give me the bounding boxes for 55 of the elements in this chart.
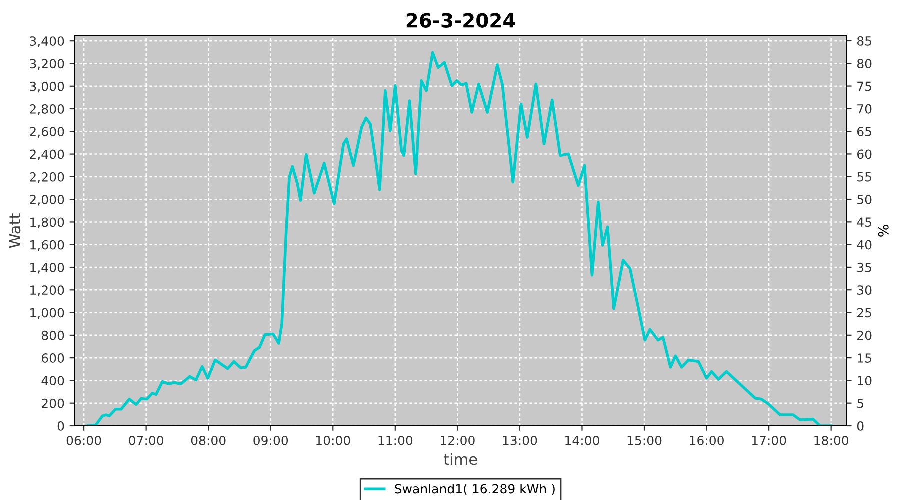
x-tick-label: 14:00	[566, 436, 600, 446]
y-tick-label: 1,800	[30, 218, 64, 228]
x-tick-label: 18:00	[814, 436, 849, 446]
y2-tick-label: 30	[858, 286, 872, 296]
x-tick-label: 13:00	[503, 436, 538, 446]
y2-tick-label: 0	[857, 421, 864, 431]
y-tick-label: 600	[42, 354, 64, 363]
y-tick-label: 1,400	[30, 262, 64, 274]
y-tick-label: 1,600	[30, 240, 64, 252]
y-tick-label: 2,000	[30, 195, 64, 206]
y-tick-label: 400	[42, 376, 64, 386]
x-axis-title: time	[444, 453, 478, 466]
y-tick-label: 2,200	[30, 172, 64, 184]
y-tick-label: 2,400	[30, 150, 64, 161]
y2-tick-label: 10	[858, 376, 872, 386]
y2-tick-label: 85	[857, 36, 872, 46]
y-tick-label: 0	[58, 421, 64, 431]
y-axis-title: Watt	[9, 214, 21, 248]
y-tick-label: 1,200	[30, 286, 64, 296]
y-tick-label: 3,000	[30, 82, 64, 93]
y-tick-label: 200	[42, 398, 64, 408]
x-tick-label: 16:00	[690, 436, 724, 446]
x-tick-label: 07:00	[129, 436, 164, 446]
y2-tick-label: 25	[858, 308, 872, 318]
y2-tick-label: 15	[858, 354, 872, 363]
y2-tick-label: 60	[857, 150, 872, 160]
x-tick-label: 17:00	[752, 436, 786, 446]
y2-tick-label: 70	[858, 104, 872, 114]
x-tick-label: 15:00	[628, 436, 662, 446]
y-tick-label: 800	[42, 330, 64, 340]
y2-tick-label: 80	[857, 59, 872, 69]
chart-title: 26-3-2024	[406, 13, 516, 28]
y-tick-label: 2,800	[30, 104, 64, 116]
y2-tick-label: 65	[857, 127, 872, 136]
y2-axis-title: %	[878, 225, 889, 237]
y2-tick-label: 55	[858, 172, 872, 182]
x-tick-label: 11:00	[378, 436, 413, 446]
legend-label: Swanland1( 16.289 kWh )	[395, 484, 555, 496]
x-tick-label: 12:00	[441, 436, 475, 446]
y-tick-label: 1,000	[30, 308, 64, 319]
x-tick-label: 10:00	[316, 436, 350, 446]
x-tick-label: 06:00	[66, 436, 102, 446]
y-tick-label: 2,600	[30, 127, 64, 138]
y2-tick-label: 75	[858, 82, 872, 92]
y2-tick-label: 20	[858, 330, 872, 340]
y-tick-label: 3,400	[30, 36, 64, 48]
y2-tick-label: 50	[858, 194, 872, 204]
y2-tick-label: 45	[857, 218, 872, 228]
x-tick-label: 08:00	[191, 436, 226, 446]
line-series	[86, 51, 833, 426]
x-tick-label: 09:00	[254, 436, 288, 446]
y2-tick-label: 40	[857, 240, 872, 250]
y2-tick-label: 35	[858, 262, 872, 272]
y-tick-label: 3,200	[30, 59, 64, 70]
y2-tick-label: 5	[858, 398, 864, 408]
